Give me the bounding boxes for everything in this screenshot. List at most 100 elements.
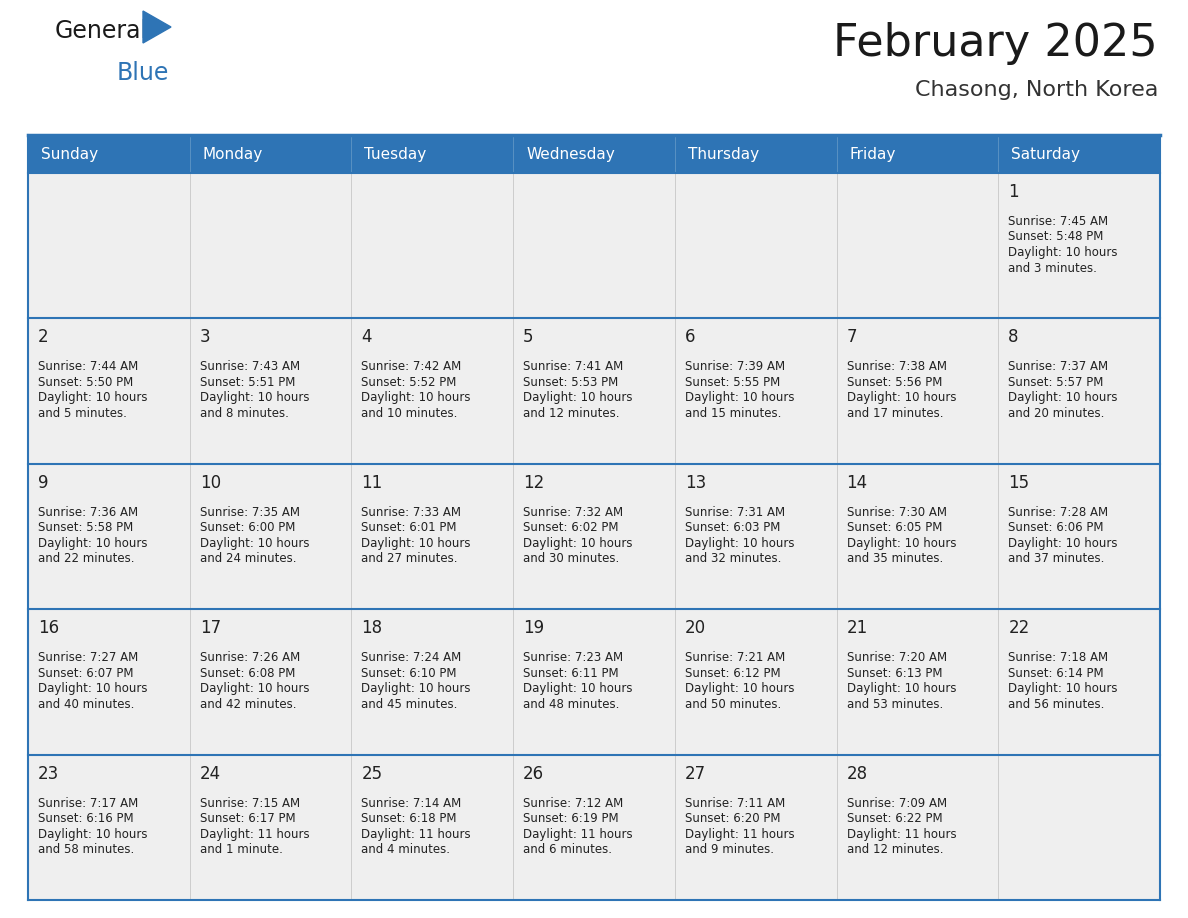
Text: 16: 16 [38, 620, 59, 637]
Text: Sunrise: 7:45 AM: Sunrise: 7:45 AM [1009, 215, 1108, 228]
Text: and 17 minutes.: and 17 minutes. [847, 407, 943, 420]
Text: Sunset: 5:58 PM: Sunset: 5:58 PM [38, 521, 133, 534]
Text: Sunset: 6:02 PM: Sunset: 6:02 PM [523, 521, 619, 534]
Text: 7: 7 [847, 329, 857, 346]
Bar [29, 755, 1159, 900]
Text: Sunrise: 7:32 AM: Sunrise: 7:32 AM [523, 506, 624, 519]
Text: Daylight: 10 hours: Daylight: 10 hours [847, 391, 956, 405]
Text: Sunset: 5:57 PM: Sunset: 5:57 PM [1009, 375, 1104, 389]
Text: Daylight: 10 hours: Daylight: 10 hours [200, 391, 309, 405]
Text: Sunset: 5:56 PM: Sunset: 5:56 PM [847, 375, 942, 389]
Text: Sunset: 6:06 PM: Sunset: 6:06 PM [1009, 521, 1104, 534]
Text: Sunset: 6:19 PM: Sunset: 6:19 PM [523, 812, 619, 825]
Text: 25: 25 [361, 765, 383, 783]
Text: Wednesday: Wednesday [526, 147, 615, 162]
Text: 19: 19 [523, 620, 544, 637]
Text: Sunrise: 7:27 AM: Sunrise: 7:27 AM [38, 651, 138, 665]
Text: Sunday: Sunday [42, 147, 99, 162]
Text: and 5 minutes.: and 5 minutes. [38, 407, 127, 420]
Text: and 22 minutes.: and 22 minutes. [38, 553, 134, 565]
Text: Sunrise: 7:39 AM: Sunrise: 7:39 AM [684, 361, 785, 374]
Text: and 9 minutes.: and 9 minutes. [684, 843, 773, 856]
Text: and 3 minutes.: and 3 minutes. [1009, 262, 1098, 274]
Text: Sunrise: 7:42 AM: Sunrise: 7:42 AM [361, 361, 462, 374]
Text: and 6 minutes.: and 6 minutes. [523, 843, 612, 856]
Text: Saturday: Saturday [1011, 147, 1080, 162]
Text: Sunset: 5:52 PM: Sunset: 5:52 PM [361, 375, 457, 389]
Text: and 35 minutes.: and 35 minutes. [847, 553, 943, 565]
Text: Daylight: 10 hours: Daylight: 10 hours [684, 537, 795, 550]
Text: Sunrise: 7:44 AM: Sunrise: 7:44 AM [38, 361, 138, 374]
Bar [29, 610, 1159, 755]
Text: Sunset: 6:20 PM: Sunset: 6:20 PM [684, 812, 781, 825]
Text: Sunset: 5:51 PM: Sunset: 5:51 PM [200, 375, 295, 389]
Text: Sunrise: 7:15 AM: Sunrise: 7:15 AM [200, 797, 299, 810]
Bar [29, 464, 1159, 610]
Bar [29, 319, 1159, 464]
Text: Sunset: 6:14 PM: Sunset: 6:14 PM [1009, 666, 1104, 679]
Text: Sunset: 6:18 PM: Sunset: 6:18 PM [361, 812, 457, 825]
Text: 3: 3 [200, 329, 210, 346]
Text: 9: 9 [38, 474, 49, 492]
Text: Sunset: 6:08 PM: Sunset: 6:08 PM [200, 666, 295, 679]
Text: Daylight: 10 hours: Daylight: 10 hours [1009, 682, 1118, 695]
Text: Daylight: 10 hours: Daylight: 10 hours [1009, 246, 1118, 259]
Text: and 20 minutes.: and 20 minutes. [1009, 407, 1105, 420]
Text: Sunset: 6:11 PM: Sunset: 6:11 PM [523, 666, 619, 679]
Text: Sunset: 6:17 PM: Sunset: 6:17 PM [200, 812, 296, 825]
Text: Sunset: 6:01 PM: Sunset: 6:01 PM [361, 521, 457, 534]
Text: Sunset: 6:05 PM: Sunset: 6:05 PM [847, 521, 942, 534]
Text: 11: 11 [361, 474, 383, 492]
Text: Daylight: 10 hours: Daylight: 10 hours [684, 682, 795, 695]
Text: 23: 23 [38, 765, 59, 783]
Text: Daylight: 10 hours: Daylight: 10 hours [200, 537, 309, 550]
Text: Friday: Friday [849, 147, 896, 162]
Text: 1: 1 [1009, 183, 1019, 201]
Text: 13: 13 [684, 474, 706, 492]
Text: 4: 4 [361, 329, 372, 346]
Text: 8: 8 [1009, 329, 1019, 346]
Text: Daylight: 10 hours: Daylight: 10 hours [361, 537, 470, 550]
Bar [29, 135, 1159, 173]
Text: Thursday: Thursday [688, 147, 759, 162]
Text: Sunset: 5:50 PM: Sunset: 5:50 PM [38, 375, 133, 389]
Text: Sunrise: 7:35 AM: Sunrise: 7:35 AM [200, 506, 299, 519]
Text: Sunset: 6:16 PM: Sunset: 6:16 PM [38, 812, 133, 825]
Text: and 27 minutes.: and 27 minutes. [361, 553, 457, 565]
Text: and 12 minutes.: and 12 minutes. [847, 843, 943, 856]
Text: and 12 minutes.: and 12 minutes. [523, 407, 620, 420]
Text: General: General [55, 19, 148, 43]
Text: Sunrise: 7:21 AM: Sunrise: 7:21 AM [684, 651, 785, 665]
Text: and 24 minutes.: and 24 minutes. [200, 553, 296, 565]
Text: and 30 minutes.: and 30 minutes. [523, 553, 619, 565]
Text: Sunset: 6:12 PM: Sunset: 6:12 PM [684, 666, 781, 679]
Text: Daylight: 10 hours: Daylight: 10 hours [523, 537, 633, 550]
Text: Daylight: 10 hours: Daylight: 10 hours [684, 391, 795, 405]
Text: Daylight: 11 hours: Daylight: 11 hours [523, 828, 633, 841]
Text: and 32 minutes.: and 32 minutes. [684, 553, 782, 565]
Text: Sunrise: 7:26 AM: Sunrise: 7:26 AM [200, 651, 299, 665]
Text: Daylight: 10 hours: Daylight: 10 hours [38, 391, 147, 405]
Text: Daylight: 10 hours: Daylight: 10 hours [847, 537, 956, 550]
Text: Sunrise: 7:38 AM: Sunrise: 7:38 AM [847, 361, 947, 374]
Text: Daylight: 10 hours: Daylight: 10 hours [361, 682, 470, 695]
Text: Sunrise: 7:36 AM: Sunrise: 7:36 AM [38, 506, 138, 519]
Text: Sunrise: 7:33 AM: Sunrise: 7:33 AM [361, 506, 461, 519]
Text: Daylight: 11 hours: Daylight: 11 hours [200, 828, 309, 841]
Text: 14: 14 [847, 474, 867, 492]
Text: and 56 minutes.: and 56 minutes. [1009, 698, 1105, 711]
Bar [29, 173, 1159, 319]
Text: Daylight: 10 hours: Daylight: 10 hours [38, 537, 147, 550]
Text: 22: 22 [1009, 620, 1030, 637]
Text: and 58 minutes.: and 58 minutes. [38, 843, 134, 856]
Text: Sunrise: 7:31 AM: Sunrise: 7:31 AM [684, 506, 785, 519]
Text: Sunset: 6:13 PM: Sunset: 6:13 PM [847, 666, 942, 679]
Text: 21: 21 [847, 620, 867, 637]
Text: 15: 15 [1009, 474, 1030, 492]
Text: Sunset: 5:53 PM: Sunset: 5:53 PM [523, 375, 619, 389]
Text: Sunrise: 7:37 AM: Sunrise: 7:37 AM [1009, 361, 1108, 374]
Text: February 2025: February 2025 [833, 22, 1158, 65]
Text: and 1 minute.: and 1 minute. [200, 843, 283, 856]
Text: Sunset: 5:55 PM: Sunset: 5:55 PM [684, 375, 781, 389]
Text: Sunrise: 7:18 AM: Sunrise: 7:18 AM [1009, 651, 1108, 665]
